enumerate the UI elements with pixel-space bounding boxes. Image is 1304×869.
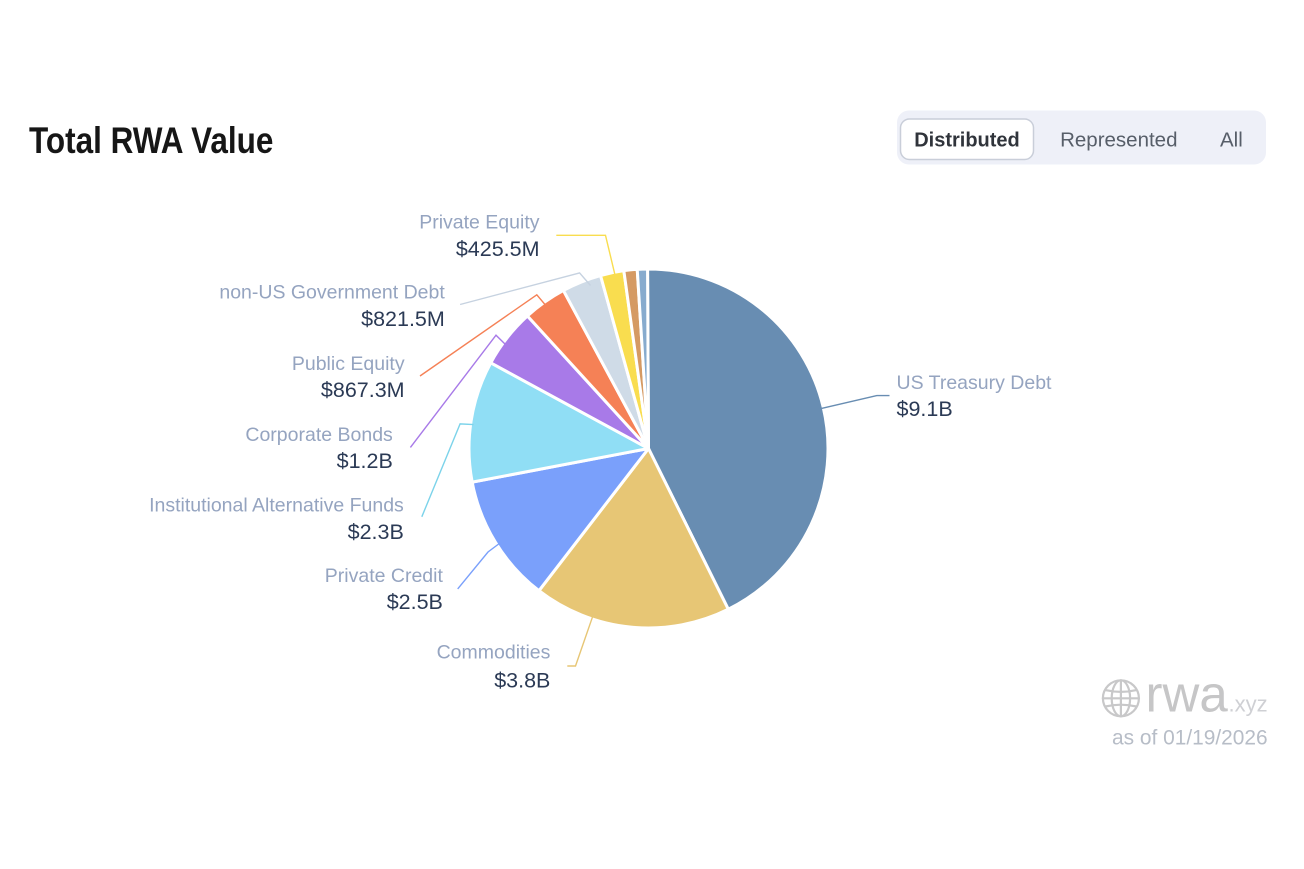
svg-text:$1.2B: $1.2B bbox=[337, 449, 393, 473]
svg-text:Public Equity: Public Equity bbox=[292, 353, 405, 375]
svg-text:US Treasury Debt: US Treasury Debt bbox=[897, 372, 1053, 394]
svg-text:Private Equity: Private Equity bbox=[419, 212, 540, 234]
svg-text:Institutional Alternative Fund: Institutional Alternative Funds bbox=[149, 495, 404, 517]
svg-text:$821.5M: $821.5M bbox=[361, 307, 445, 331]
svg-text:rwa: rwa bbox=[1146, 666, 1229, 723]
svg-text:Total RWA Value: Total RWA Value bbox=[29, 121, 273, 162]
svg-text:$2.3B: $2.3B bbox=[348, 520, 404, 544]
svg-text:Corporate Bonds: Corporate Bonds bbox=[245, 424, 393, 446]
svg-text:Private Credit: Private Credit bbox=[325, 565, 444, 587]
svg-text:Represented: Represented bbox=[1060, 129, 1177, 152]
svg-text:$3.8B: $3.8B bbox=[494, 669, 550, 693]
svg-text:$867.3M: $867.3M bbox=[321, 378, 405, 402]
svg-text:$2.5B: $2.5B bbox=[387, 590, 443, 614]
svg-text:All: All bbox=[1220, 129, 1243, 152]
svg-text:$9.1B: $9.1B bbox=[897, 397, 953, 421]
svg-text:Distributed: Distributed bbox=[914, 130, 1020, 152]
svg-text:$425.5M: $425.5M bbox=[456, 237, 540, 261]
svg-text:non-US Government Debt: non-US Government Debt bbox=[219, 282, 445, 304]
svg-text:.xyz: .xyz bbox=[1229, 692, 1268, 717]
svg-text:as of 01/19/2026: as of 01/19/2026 bbox=[1112, 727, 1268, 750]
svg-text:Commodities: Commodities bbox=[437, 641, 551, 663]
